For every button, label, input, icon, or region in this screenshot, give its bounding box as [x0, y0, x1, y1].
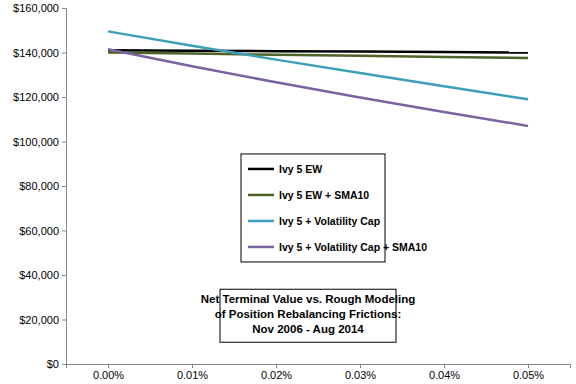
y-tick-label: $80,000: [19, 180, 59, 192]
series-line: [108, 49, 528, 126]
y-tick-label: $160,000: [13, 2, 59, 14]
legend-swatch: [248, 168, 274, 171]
x-tick-label: 0.00%: [93, 369, 124, 381]
x-tick-mark: [276, 364, 277, 368]
x-tick: 0.05%: [513, 364, 544, 381]
x-tick: 0.00%: [93, 364, 124, 381]
y-tick: $120,000: [13, 91, 66, 103]
legend-swatch: [248, 194, 274, 197]
lines: [108, 31, 528, 126]
y-tick-mark: [62, 320, 66, 321]
x-axis: 0.00% 0.01% 0.02% 0.03% 0.04% 0.05%: [67, 364, 571, 381]
title-box: Net Terminal Value vs. Rough Modeling of …: [201, 289, 416, 342]
title-line: Net Terminal Value vs. Rough Modeling: [201, 293, 416, 305]
y-tick: $100,000: [13, 136, 66, 148]
x-tick-label: 0.05%: [513, 369, 544, 381]
title: Net Terminal Value vs. Rough Modeling of …: [201, 293, 416, 335]
x-axis-line: [67, 365, 571, 369]
y-tick-mark: [62, 275, 66, 276]
legend-label: Ivy 5 + Volatility Cap: [279, 215, 380, 227]
y-tick: $20,000: [19, 314, 66, 326]
x-tick: 0.03%: [345, 364, 376, 381]
y-tick-mark: [62, 53, 66, 54]
legend-swatch: [248, 246, 274, 249]
x-tick-mark: [192, 364, 193, 368]
y-tick: $0: [47, 358, 66, 370]
y-tick-mark: [62, 8, 66, 9]
x-tick-mark: [528, 364, 529, 368]
legend: Ivy 5 EW Ivy 5 EW + SMA10 Ivy 5 + Volatili…: [241, 154, 427, 262]
legend-label: Ivy 5 + Volatility Cap + SMA10: [279, 241, 427, 253]
x-tick-label: 0.01%: [177, 369, 208, 381]
chart: $0 $20,000 $40,000 $60,000 $80,000 $100,000 $1…: [0, 0, 576, 384]
legend-label: Ivy 5 EW: [279, 163, 322, 175]
x-tick: 0.01%: [177, 364, 208, 381]
x-tick-mark: [360, 364, 361, 368]
x-tick-mark: [444, 364, 445, 368]
y-axis-line: [62, 9, 67, 365]
y-tick-mark: [62, 364, 66, 365]
y-axis: $0 $20,000 $40,000 $60,000 $80,000 $100,000 $1…: [13, 2, 66, 370]
x-tick-label: 0.03%: [345, 369, 376, 381]
plot: $0 $20,000 $40,000 $60,000 $80,000 $100,000 $1…: [13, 2, 570, 381]
y-tick-label: $0: [47, 358, 59, 370]
y-tick: $60,000: [19, 225, 66, 237]
y-tick-label: $60,000: [19, 225, 59, 237]
y-tick-mark: [62, 186, 66, 187]
y-tick-label: $100,000: [13, 136, 59, 148]
y-tick-label: $40,000: [19, 269, 59, 281]
y-tick-label: $140,000: [13, 47, 59, 59]
y-tick: $160,000: [13, 2, 66, 14]
x-tick-label: 0.04%: [429, 369, 460, 381]
title-line: of Position Rebalancing Frictions:: [215, 308, 402, 320]
legend-label: Ivy 5 EW + SMA10: [279, 189, 369, 201]
x-tick: 0.02%: [261, 364, 292, 381]
y-tick: $80,000: [19, 180, 66, 192]
y-tick-mark: [62, 97, 66, 98]
y-tick-label: $120,000: [13, 91, 59, 103]
legend-swatch: [248, 220, 274, 223]
x-tick-label: 0.02%: [261, 369, 292, 381]
y-tick-mark: [62, 142, 66, 143]
x-tick: 0.04%: [429, 364, 460, 381]
y-tick: $40,000: [19, 269, 66, 281]
y-tick-mark: [62, 231, 66, 232]
y-tick: $140,000: [13, 47, 66, 59]
x-tick-mark: [108, 364, 109, 368]
title-line: Nov 2006 - Aug 2014: [252, 323, 364, 335]
series-line: [108, 53, 528, 59]
y-tick-label: $20,000: [19, 314, 59, 326]
